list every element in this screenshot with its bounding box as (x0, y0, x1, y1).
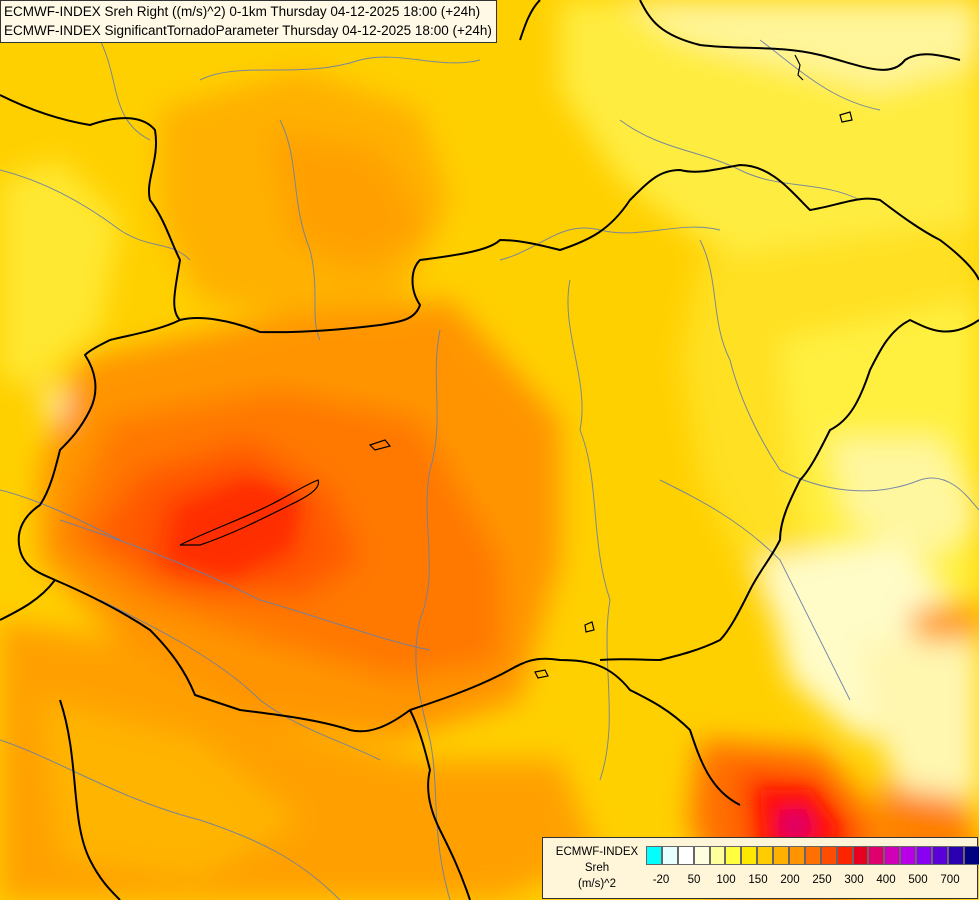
legend-swatch (741, 846, 758, 865)
legend-title-line-3: (m/s)^2 (578, 878, 616, 890)
legend-tick-label: -20 (652, 874, 670, 886)
lakes (179, 54, 853, 679)
legend-tick-label: 500 (908, 874, 928, 886)
legend-swatch (725, 846, 742, 865)
legend-swatch (884, 846, 901, 865)
legend-tick-label: 150 (748, 874, 768, 886)
title-line-2: ECMWF-INDEX SignificantTornadoParameter … (4, 23, 492, 38)
legend-swatch (804, 846, 821, 865)
color-legend: ECMWF-INDEX Sreh (m/s)^2 -20 50 100 150 200 2… (542, 837, 979, 899)
legend-swatch (646, 846, 662, 865)
legend-swatch (693, 846, 710, 865)
legend-swatch (900, 846, 917, 865)
legend-swatch (757, 846, 774, 865)
legend-ticks: -20 50 100 150 200 250 300 400 500 700 (646, 874, 976, 890)
legend-tick-label: 400 (876, 874, 896, 886)
legend-tick-label: 700 (940, 874, 960, 886)
legend-swatch (947, 846, 964, 865)
legend-swatch (677, 846, 694, 865)
legend-tick-label: 100 (716, 874, 736, 886)
legend-title-line-1: ECMWF-INDEX (555, 846, 639, 858)
legend-swatch (789, 846, 805, 865)
legend-swatch (963, 846, 979, 865)
legend-title-line-2: Sreh (584, 862, 610, 874)
legend-swatch (916, 846, 933, 865)
legend-swatch (852, 846, 869, 865)
legend-tick-label: 200 (780, 874, 800, 886)
legend-title: ECMWF-INDEX Sreh (m/s)^2 (549, 844, 645, 892)
legend-tick-label: 250 (812, 874, 832, 886)
legend-tick-label: 300 (844, 874, 864, 886)
map-title-box: ECMWF-INDEX Sreh Right ((m/s)^2) 0-1km T… (0, 0, 497, 43)
legend-swatches (646, 846, 979, 865)
legend-swatch (820, 846, 837, 865)
legend-swatch (932, 846, 948, 865)
legend-tick-label: 50 (687, 874, 701, 886)
title-line-1: ECMWF-INDEX Sreh Right ((m/s)^2) 0-1km T… (4, 4, 481, 19)
legend-swatch (868, 846, 885, 865)
legend-swatch (773, 846, 790, 865)
rivers (0, 39, 979, 900)
legend-swatch (836, 846, 853, 865)
legend-swatch (661, 846, 678, 865)
legend-swatch (709, 846, 726, 865)
